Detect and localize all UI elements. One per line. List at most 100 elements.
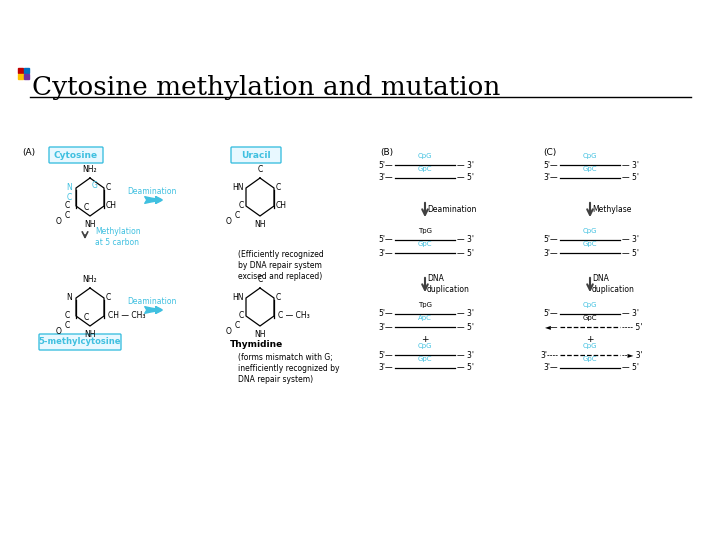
Text: 3'—: 3'— <box>379 248 393 258</box>
Text: GpC: GpC <box>582 241 598 247</box>
Text: G: G <box>92 181 98 191</box>
Text: 5'—: 5'— <box>379 309 393 319</box>
Text: 3'—: 3'— <box>544 173 558 183</box>
Text: CpG: CpG <box>582 153 598 159</box>
Text: — 5': — 5' <box>457 363 474 373</box>
Text: 3'----: 3'---- <box>540 350 558 360</box>
Text: — 5': — 5' <box>457 248 474 258</box>
Bar <box>18 74 23 79</box>
Text: NH: NH <box>84 330 96 339</box>
Text: — 5': — 5' <box>622 248 639 258</box>
Text: GpC: GpC <box>582 315 598 321</box>
Text: C: C <box>65 212 70 220</box>
Text: C: C <box>65 312 70 321</box>
Text: TpG: TpG <box>418 302 432 308</box>
Text: ---- 5': ---- 5' <box>622 322 642 332</box>
FancyBboxPatch shape <box>231 147 281 163</box>
Text: — 3': — 3' <box>457 160 474 170</box>
Text: CH: CH <box>106 201 117 211</box>
Text: (Efficiently recognized
by DNA repair system
excised and replaced): (Efficiently recognized by DNA repair sy… <box>238 250 324 281</box>
Text: CH — CH₃: CH — CH₃ <box>108 312 145 321</box>
Text: — 3': — 3' <box>457 235 474 245</box>
Text: DNA
duplication: DNA duplication <box>592 274 635 294</box>
Bar <box>24 74 29 79</box>
Text: (C): (C) <box>543 148 557 157</box>
Text: NH: NH <box>254 220 266 229</box>
Text: NH: NH <box>254 330 266 339</box>
Text: NH₂: NH₂ <box>83 275 97 284</box>
Text: Cytosine methylation and mutation: Cytosine methylation and mutation <box>32 75 500 100</box>
Text: CpG: CpG <box>582 302 598 308</box>
Text: — 5': — 5' <box>622 363 639 373</box>
Text: DNA
duplication: DNA duplication <box>427 274 470 294</box>
Text: 5'—: 5'— <box>544 235 558 245</box>
Text: C: C <box>84 204 89 213</box>
Text: GpC: GpC <box>418 241 432 247</box>
Text: C: C <box>65 201 70 211</box>
Text: (A): (A) <box>22 148 35 157</box>
Text: GpC: GpC <box>418 166 432 172</box>
Text: C: C <box>84 314 89 322</box>
Text: C: C <box>235 321 240 330</box>
Text: (forms mismatch with G;
inefficiently recognized by
DNA repair system): (forms mismatch with G; inefficiently re… <box>238 353 340 384</box>
Text: C: C <box>67 193 72 202</box>
Text: Deamination: Deamination <box>127 187 176 196</box>
Text: C: C <box>257 275 263 284</box>
Text: Uracil: Uracil <box>241 151 271 159</box>
Text: — 3': — 3' <box>457 350 474 360</box>
Text: HN: HN <box>233 184 244 192</box>
Text: 5'—: 5'— <box>379 350 393 360</box>
Text: 3'—: 3'— <box>544 248 558 258</box>
Text: Thymidine: Thymidine <box>230 340 283 349</box>
Text: 3'—: 3'— <box>379 322 393 332</box>
Text: GpC: GpC <box>582 166 598 172</box>
Text: C — CH₃: C — CH₃ <box>278 312 310 321</box>
Text: — 5': — 5' <box>622 173 639 183</box>
Text: GpC: GpC <box>582 356 598 362</box>
Bar <box>24 68 29 73</box>
FancyBboxPatch shape <box>49 147 103 163</box>
Text: 3'—: 3'— <box>379 363 393 373</box>
FancyBboxPatch shape <box>39 334 121 350</box>
Text: Cytosine: Cytosine <box>54 151 98 159</box>
Text: — 3': — 3' <box>622 235 639 245</box>
Text: 5'—: 5'— <box>379 160 393 170</box>
Text: TpG: TpG <box>418 228 432 234</box>
Text: 5'—: 5'— <box>544 160 558 170</box>
Text: 3'—: 3'— <box>379 173 393 183</box>
Text: ApC: ApC <box>418 315 432 321</box>
Text: — 3': — 3' <box>457 309 474 319</box>
Text: N: N <box>66 294 72 302</box>
Text: O: O <box>56 327 62 336</box>
Text: ◄—: ◄— <box>544 322 558 332</box>
Text: 5'—: 5'— <box>379 235 393 245</box>
Text: C: C <box>106 184 112 192</box>
Text: C: C <box>276 184 282 192</box>
Text: — 3': — 3' <box>622 309 639 319</box>
Text: O: O <box>226 327 232 336</box>
Text: — 3': — 3' <box>622 160 639 170</box>
Text: C: C <box>239 312 244 321</box>
Text: NH: NH <box>84 220 96 229</box>
Text: 5-methylcytosine: 5-methylcytosine <box>39 338 121 347</box>
Text: — 5': — 5' <box>457 322 474 332</box>
Text: +: + <box>421 335 428 344</box>
Text: HN: HN <box>233 294 244 302</box>
Text: Deamination: Deamination <box>127 297 176 306</box>
Text: C: C <box>239 201 244 211</box>
Text: C: C <box>235 212 240 220</box>
Text: CpG: CpG <box>418 153 432 159</box>
Text: C: C <box>276 294 282 302</box>
Text: +: + <box>586 335 594 344</box>
Text: O: O <box>226 218 232 226</box>
Text: 5'—: 5'— <box>544 309 558 319</box>
Text: C: C <box>257 165 263 174</box>
Bar <box>18 68 23 73</box>
Text: CpG: CpG <box>418 343 432 349</box>
Text: — 5': — 5' <box>457 173 474 183</box>
Text: C: C <box>65 321 70 330</box>
Text: Deamination: Deamination <box>427 206 477 214</box>
Text: NH₂: NH₂ <box>83 165 97 174</box>
Text: O: O <box>56 218 62 226</box>
Text: CH: CH <box>276 201 287 211</box>
